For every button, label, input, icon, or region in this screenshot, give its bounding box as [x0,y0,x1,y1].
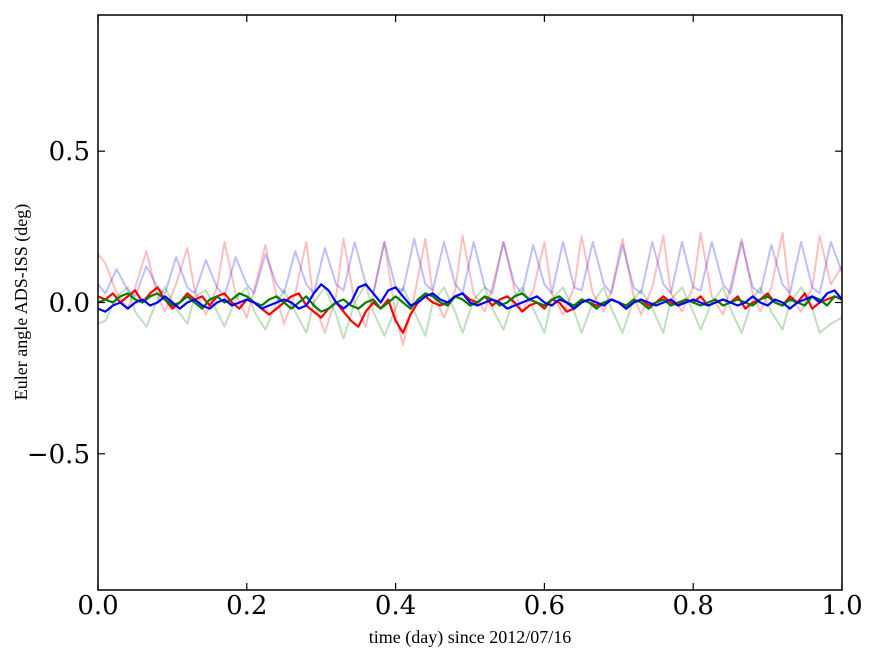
series-line-6 [97,283,843,313]
series-layer [97,231,843,346]
x-tick-label: 0.2 [226,591,267,621]
x-axis-label: time (day) since 2012/07/16 [369,627,571,648]
y-axis-label: Euler angle ADS-ISS (deg) [11,204,32,400]
tick-layer: 0.0 0.2 0.4 0.6 0.8 1.0 −0.5 0.0 0.5 [27,15,863,621]
y-tick-label: −0.5 [27,440,90,470]
y-tick-label: 0.0 [49,289,90,319]
x-tick-label: 0.4 [375,591,416,621]
series-line-3 [97,237,843,298]
x-tick-label: 1.0 [821,591,862,621]
series-line-1 [97,231,843,346]
y-tick-label: 0.5 [49,137,90,167]
series-line-2 [97,283,843,340]
x-tick-label: 0.8 [673,591,714,621]
x-tick-label: 0.6 [524,591,565,621]
x-tick-label: 0.0 [77,591,118,621]
